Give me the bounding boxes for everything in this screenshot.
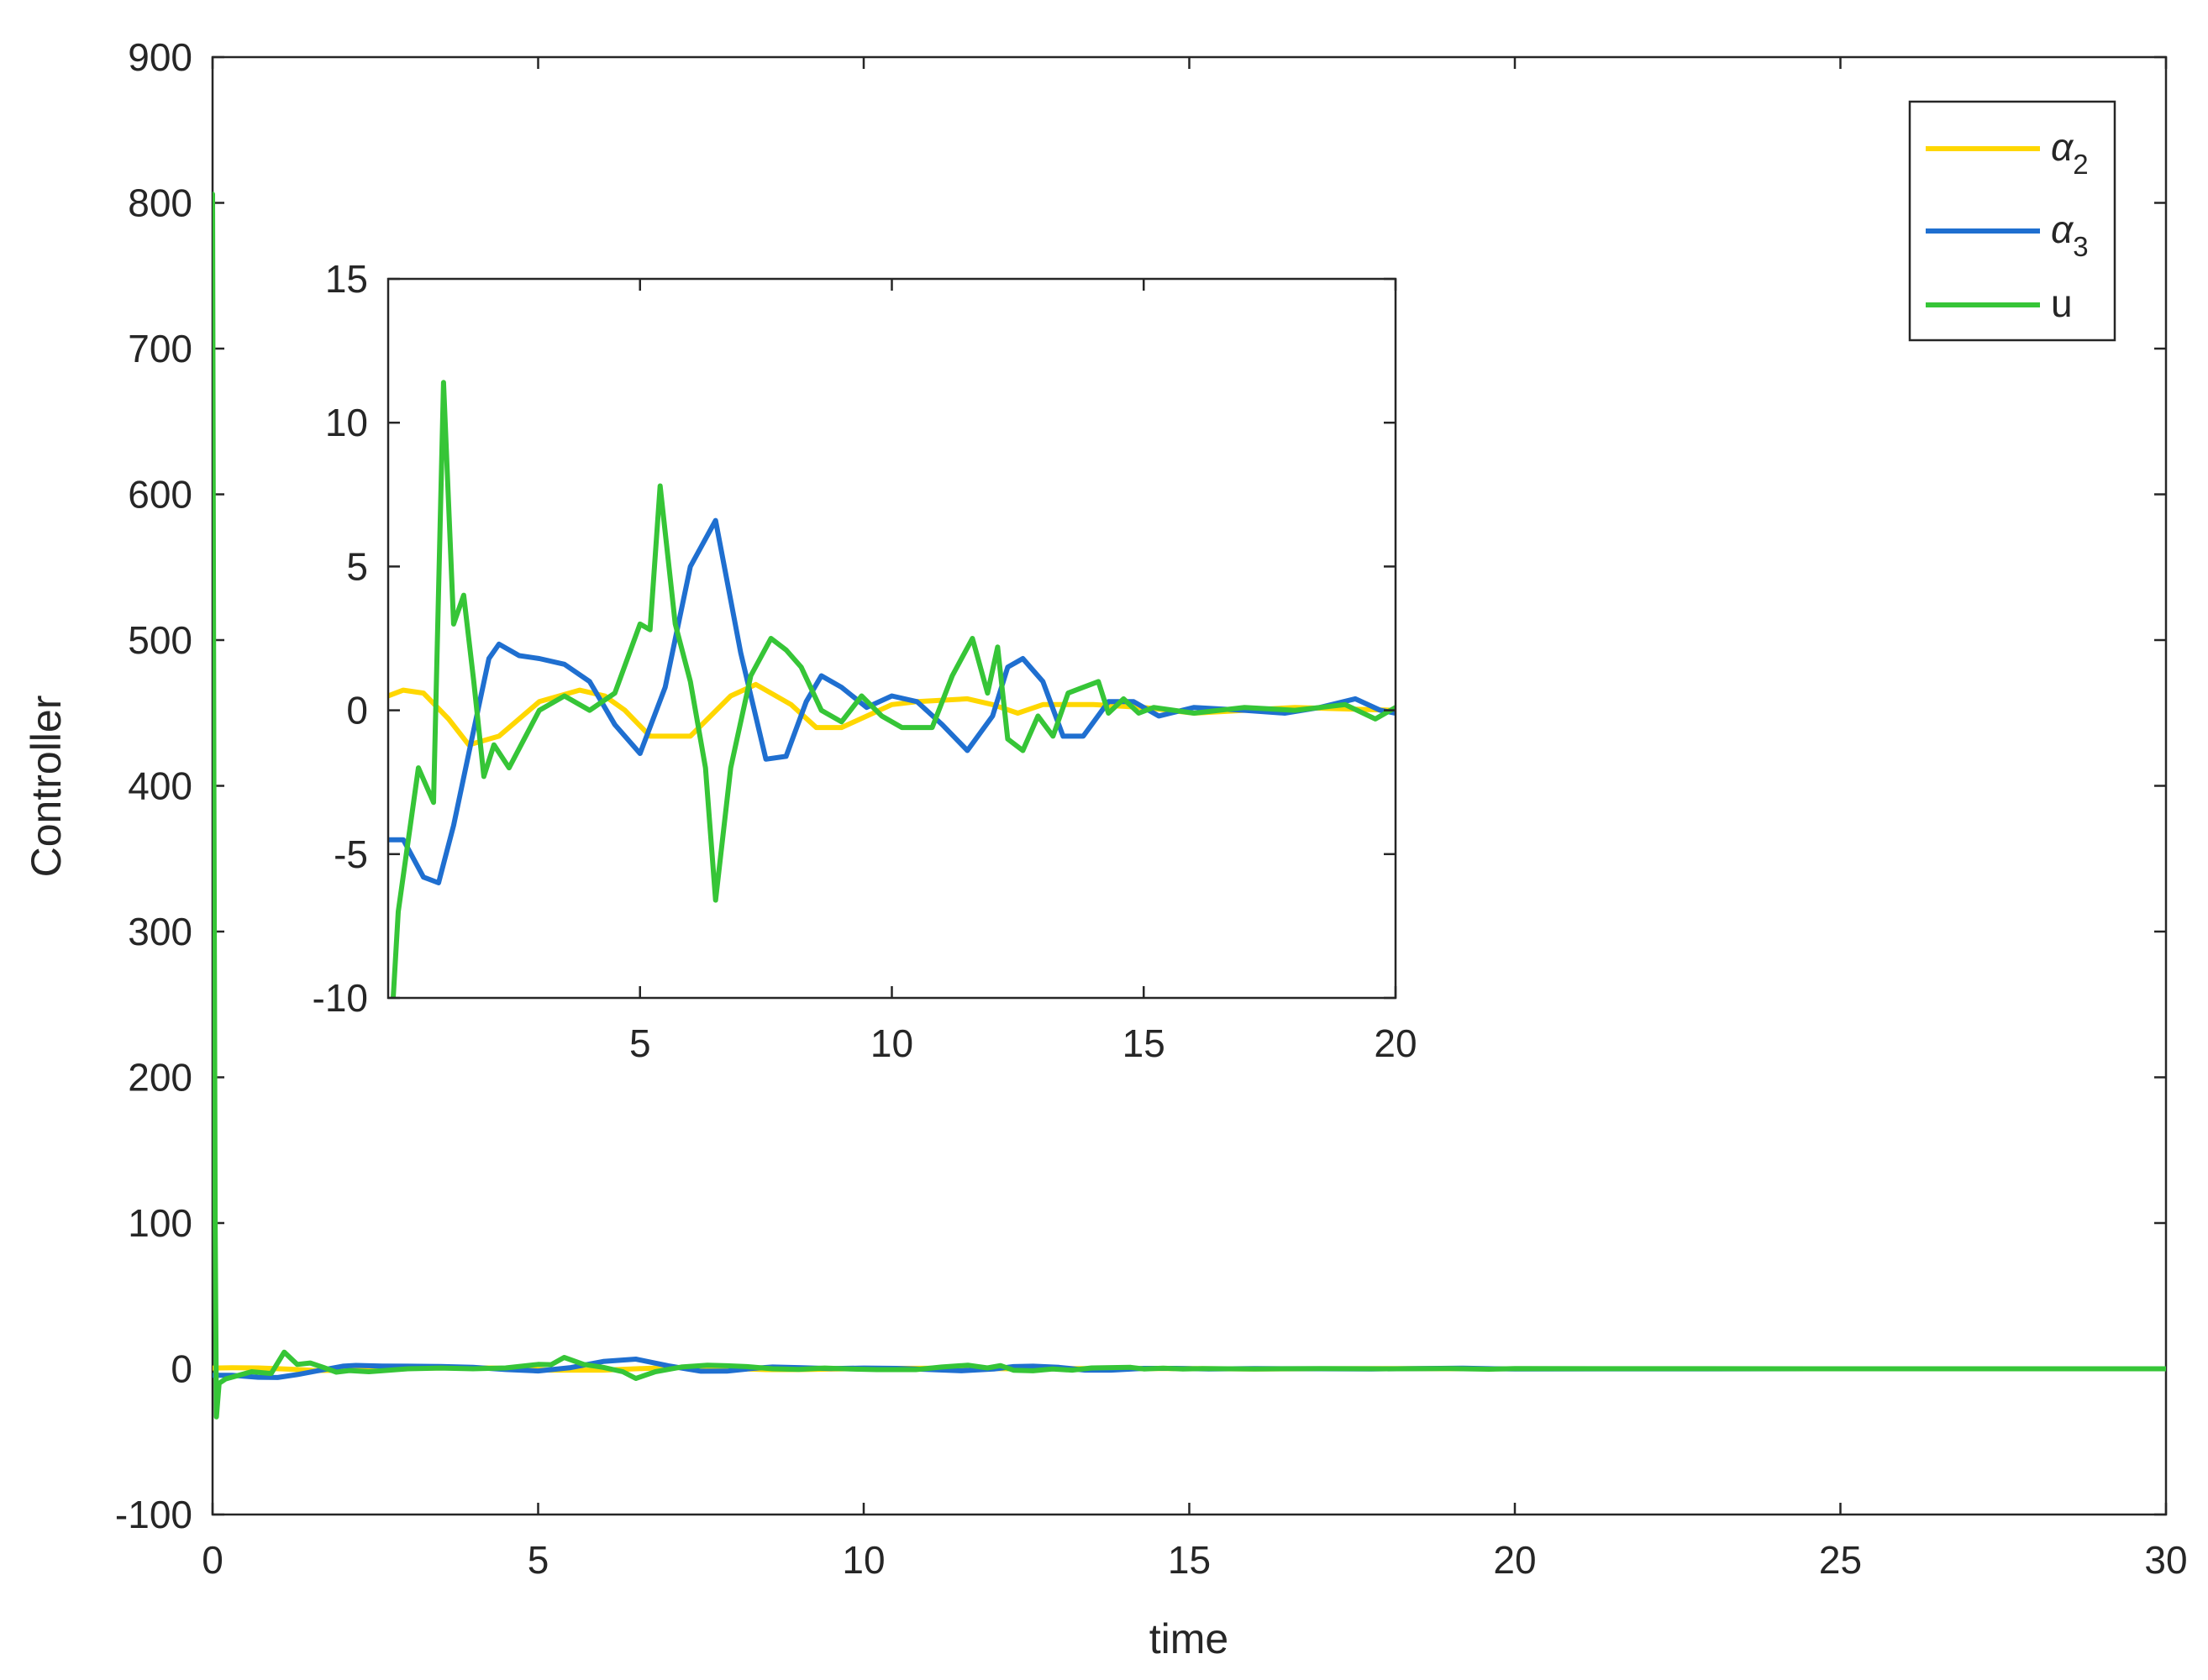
main-y-tick-label: 300: [128, 910, 192, 953]
main-x-tick-label: 0: [202, 1538, 223, 1582]
y-axis-label: Controller: [23, 696, 70, 878]
main-y-tick-label: -100: [115, 1493, 192, 1536]
inset-plot-axes: 5 10 15 20 -10 -5 0 5 10 15: [313, 257, 1417, 1065]
inset-x-ticks: 5 10 15 20: [629, 279, 1417, 1065]
inset-x-tick-label: 15: [1122, 1021, 1165, 1065]
inset-y-tick-label: -5: [334, 832, 368, 876]
main-y-tick-label: 100: [128, 1201, 192, 1245]
main-plot-axes: 0 5 10 15 20 25 30 -10001002003004005006007008…: [23, 35, 2188, 1662]
inset-y-ticks: -10 -5 0 5 10 15: [313, 257, 1396, 1020]
inset-series-line-alpha3: [388, 517, 1396, 885]
main-series-lines: [213, 192, 2166, 1420]
legend-label-u: u: [2051, 281, 2073, 325]
legend-box: [1908, 100, 2116, 342]
x-axis-label: time: [1149, 1615, 1228, 1662]
main-y-tick-label: 600: [128, 473, 192, 517]
main-x-tick-label: 5: [528, 1538, 549, 1582]
main-y-tick-label: 700: [128, 327, 192, 370]
main-y-tick-label: 900: [128, 35, 192, 79]
main-x-tick-label: 10: [842, 1538, 885, 1582]
inset-y-tick-label: 15: [325, 257, 368, 301]
inset-y-tick-label: 10: [325, 401, 368, 444]
main-x-tick-label: 15: [1168, 1538, 1211, 1582]
inset-series-line-u: [390, 380, 1396, 998]
inset-series-lines: [388, 380, 1396, 998]
main-y-tick-label: 0: [171, 1347, 192, 1391]
main-x-tick-label: 30: [2144, 1538, 2187, 1582]
inset-x-tick-label: 10: [870, 1021, 913, 1065]
main-y-tick-label: 800: [128, 181, 192, 225]
legend: α2 α3 u: [1908, 100, 2116, 342]
main-series-line-u: [213, 192, 2166, 1420]
legend-label-alpha2: α2: [2051, 125, 2089, 180]
main-x-tick-label: 20: [1493, 1538, 1536, 1582]
main-x-tick-label: 25: [1819, 1538, 1862, 1582]
main-y-tick-label: 200: [128, 1056, 192, 1100]
inset-y-tick-label: -10: [313, 976, 368, 1020]
inset-series-line-alpha2: [388, 681, 1396, 748]
main-x-ticks: 0 5 10 15 20 25 30: [202, 57, 2188, 1582]
inset-y-tick-label: 0: [346, 689, 368, 732]
inset-plot-background: [388, 279, 1396, 998]
legend-label-alpha3: α3: [2051, 207, 2089, 262]
inset-y-tick-label: 5: [346, 544, 368, 588]
inset-x-tick-label: 20: [1374, 1021, 1417, 1065]
inset-x-tick-label: 5: [629, 1021, 651, 1065]
main-y-tick-label: 500: [128, 618, 192, 662]
main-y-tick-label: 400: [128, 764, 192, 808]
